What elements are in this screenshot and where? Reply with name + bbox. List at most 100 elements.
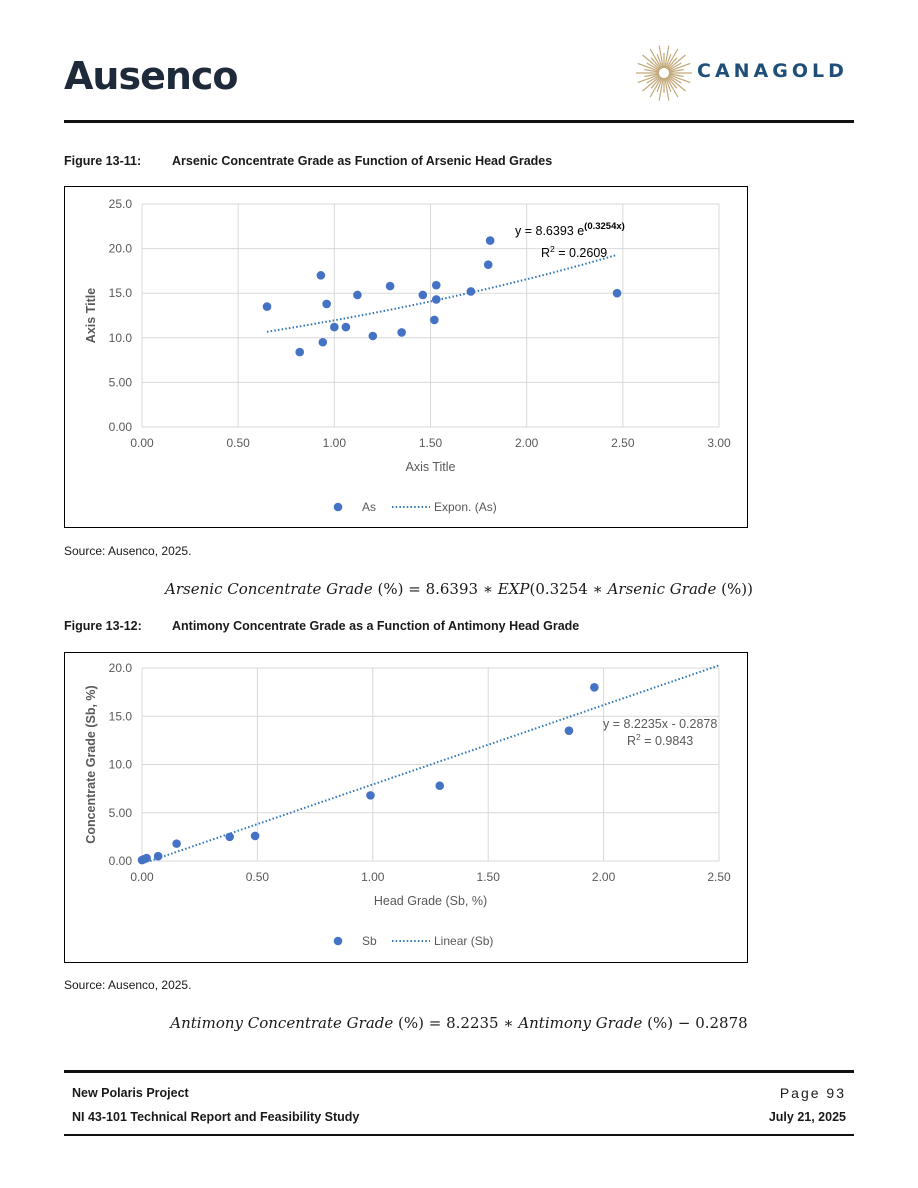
r-squared-label: R	[541, 246, 550, 260]
legend-label-trendline: Linear (Sb)	[434, 934, 493, 948]
sunburst-ray	[665, 77, 672, 92]
sunburst-ray	[665, 54, 672, 69]
r-squared-superscript: 2	[636, 732, 641, 742]
canagold-logo-text: CANAGOLD	[697, 60, 848, 82]
sunburst-ray	[637, 74, 660, 84]
sunburst-ray	[646, 62, 660, 72]
data-point	[330, 322, 339, 332]
figure-caption-1: Figure 13-11: Arsenic Concentrate Grade a…	[64, 154, 552, 168]
sunburst-ray	[646, 74, 660, 84]
x-tick-label: 1.50	[477, 870, 501, 884]
sunburst-ray	[668, 74, 691, 84]
trendline-equation-base: y = 8.6393 e	[515, 224, 584, 238]
sunburst-ray	[650, 57, 662, 70]
data-point	[430, 315, 439, 325]
legend-label-trendline: Expon. (As)	[434, 500, 497, 514]
sunburst-ray	[637, 62, 660, 72]
data-point	[483, 260, 493, 269]
eq-term: Arsenic Grade	[607, 580, 717, 598]
header-rule	[64, 120, 854, 123]
sunburst-ray	[664, 45, 670, 69]
figure-caption-2: Figure 13-12: Antimony Concentrate Grade …	[64, 619, 579, 633]
legend-marker-series	[333, 936, 343, 946]
y-tick-label: 5.00	[109, 806, 133, 820]
data-point	[353, 290, 362, 300]
data-point	[341, 322, 351, 332]
x-tick-label: 3.00	[707, 436, 731, 450]
y-axis-title: Axis Title	[84, 288, 98, 343]
data-point	[466, 287, 476, 296]
x-axis-title: Head Grade (Sb, %)	[374, 894, 487, 908]
data-point	[153, 851, 163, 861]
trendline	[149, 664, 720, 862]
trendline-r-squared: R2 = 0.9843	[627, 732, 693, 748]
data-point	[318, 337, 328, 347]
y-tick-label: 25.0	[109, 197, 133, 211]
eq-term: (%) = 8.2235 ∗	[393, 1014, 519, 1032]
data-point	[612, 288, 622, 298]
chart-arsenic: 0.00 0.50 1.00 1.50 2.00 2.50 3.00 0.00 5.00 10.0…	[64, 186, 748, 528]
sunburst-ray	[668, 73, 684, 78]
sunburst-ray	[668, 62, 682, 72]
data-point	[397, 328, 406, 337]
sunburst-ray	[658, 77, 664, 101]
r-squared-superscript: 2	[550, 244, 555, 254]
figure-title: Arsenic Concentrate Grade as Function of…	[172, 154, 553, 168]
data-point	[485, 236, 495, 245]
x-tick-label: 0.50	[226, 436, 250, 450]
x-tick-label: 0.00	[130, 436, 154, 450]
ausenco-logo: Ausenco	[64, 54, 239, 98]
sunburst-ray	[642, 75, 661, 92]
data-point	[368, 331, 378, 341]
y-tick-label: 0.00	[109, 420, 133, 434]
y-tick-label: 10.0	[109, 331, 133, 345]
data-point	[590, 683, 599, 692]
sunburst-ray	[666, 57, 678, 70]
y-tick-label: 15.0	[109, 709, 133, 723]
y-tick-label: 10.0	[109, 758, 133, 772]
x-tick-label: 1.00	[361, 870, 385, 884]
data-point	[250, 831, 260, 841]
data-point	[142, 853, 151, 863]
data-point	[295, 347, 305, 357]
x-tick-label: 2.50	[707, 870, 731, 884]
sunburst-ray	[665, 48, 679, 69]
footer-report: NI 43-101 Technical Report and Feasibili…	[72, 1110, 360, 1124]
x-tick-label: 1.50	[419, 436, 443, 450]
sunburst-ray	[664, 77, 670, 101]
canagold-logo: CANAGOLD	[634, 40, 854, 106]
y-axis-title: Concentrate Grade (Sb, %)	[84, 685, 98, 843]
sunburst-ray	[656, 54, 663, 69]
data-point	[418, 290, 428, 300]
y-tick-label: 5.00	[109, 375, 133, 389]
sunburst-icon	[636, 45, 692, 101]
data-point	[385, 281, 395, 291]
y-tick-label: 15.0	[109, 286, 133, 300]
chart-arsenic-svg: 0.00 0.50 1.00 1.50 2.00 2.50 3.00 0.00 5.00 10.0…	[84, 197, 731, 514]
figure-number: Figure 13-11:	[64, 154, 142, 168]
sunburst-ray	[667, 75, 686, 92]
data-point	[316, 271, 326, 280]
x-tick-label: 0.50	[246, 870, 270, 884]
eq-term: Antimony Concentrate Grade	[170, 1014, 394, 1032]
figure-number: Figure 13-12:	[64, 619, 142, 633]
sunburst-ray	[667, 54, 686, 71]
data-point	[564, 726, 574, 736]
x-tick-label: 2.50	[611, 436, 635, 450]
data-point	[431, 295, 441, 304]
sunburst-ray	[644, 73, 660, 78]
data-point	[435, 781, 445, 791]
sunburst-ray	[668, 68, 684, 73]
x-axis-title: Axis Title	[405, 460, 455, 474]
r-squared-value: = 0.9843	[641, 734, 694, 748]
y-tick-label: 20.0	[109, 661, 133, 675]
equation-arsenic: Arsenic Concentrate Grade (%) = 8.6393 ∗…	[64, 580, 854, 598]
eq-term: (%) = 8.6393 ∗	[372, 580, 498, 598]
figure-source-2: Source: Ausenco, 2025.	[64, 978, 192, 992]
footer-date: July 21, 2025	[768, 1110, 846, 1124]
x-tick-label: 2.00	[592, 870, 616, 884]
data-point	[366, 791, 375, 800]
footer-rule-bottom	[64, 1134, 854, 1136]
x-tick-label: 0.00	[130, 870, 154, 884]
sunburst-ray	[649, 48, 663, 69]
